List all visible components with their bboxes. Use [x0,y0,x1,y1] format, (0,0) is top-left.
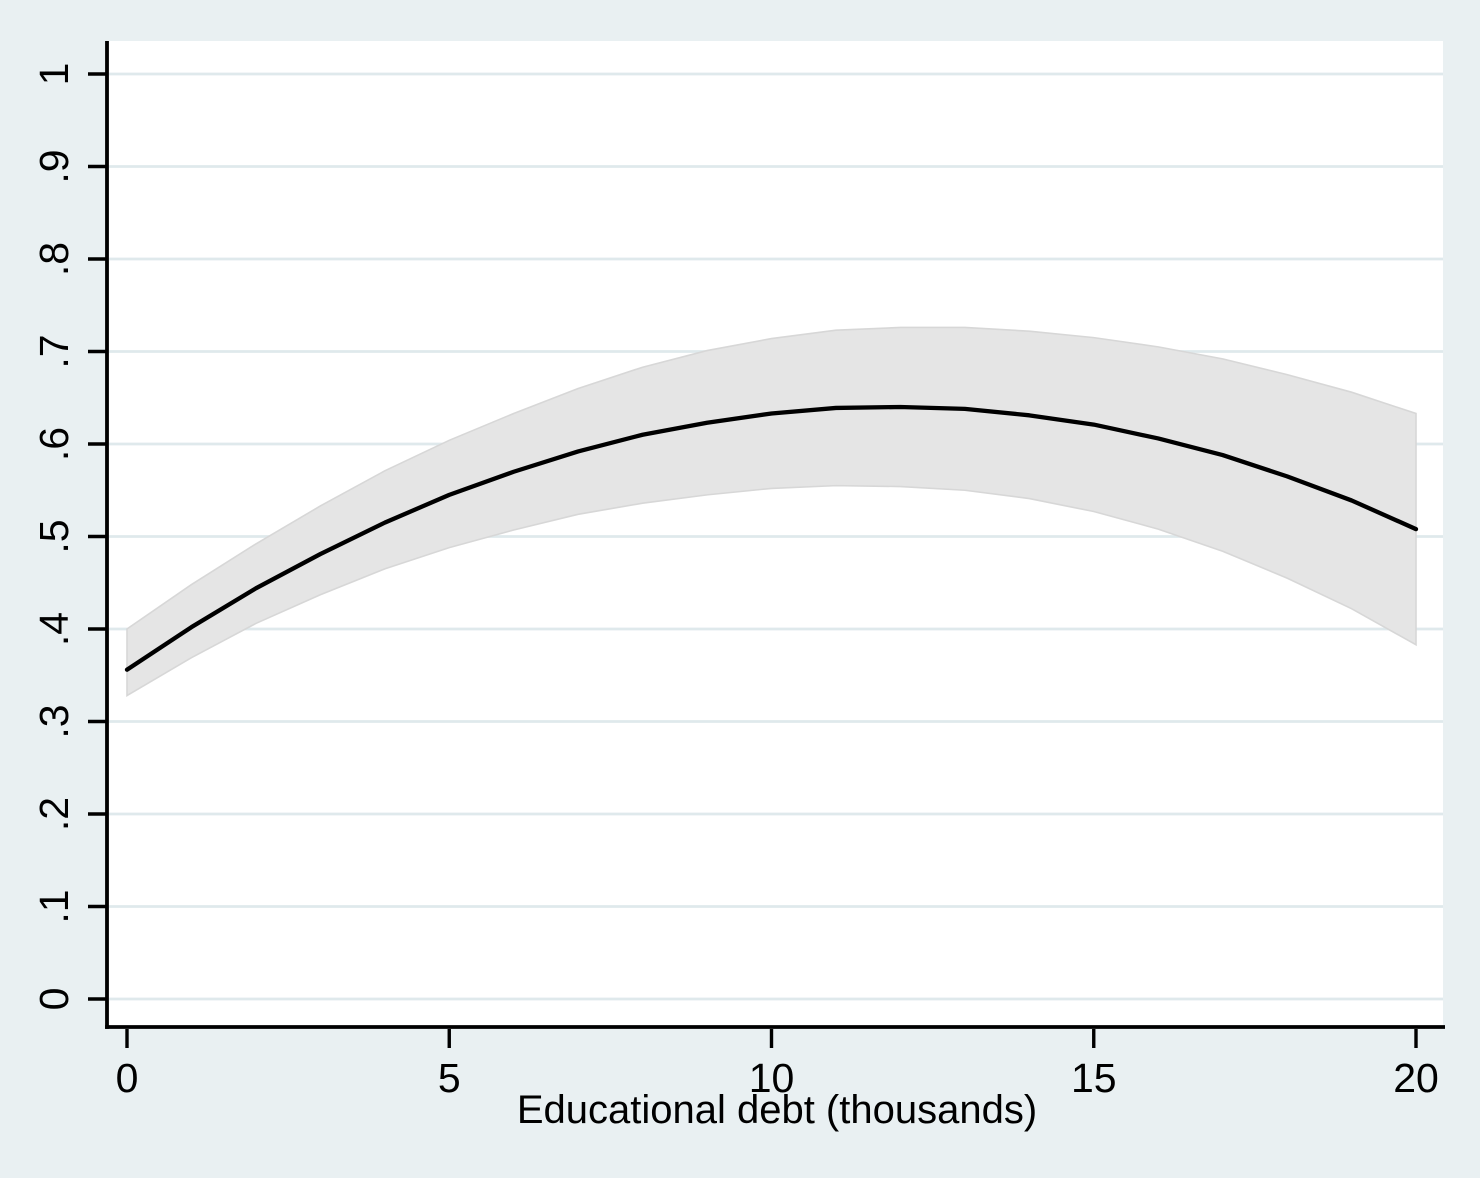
y-tick-label: .1 [31,889,77,923]
y-tick-label: .8 [31,242,77,276]
y-tick-label: .9 [31,149,77,183]
x-tick-label: 10 [749,1055,795,1101]
y-tick-label: .4 [31,612,77,646]
predicted-probability-line [124,404,1419,672]
y-tick-label: .6 [31,427,77,461]
y-tick-label: .5 [31,519,77,553]
y-tick-label: 0 [31,988,77,1011]
x-tick-label: 5 [438,1055,461,1101]
y-tick-label: .2 [31,797,77,831]
confidence-interval-band [126,326,1417,697]
y-tick-label: .3 [31,704,77,738]
x-tick-label: 15 [1071,1055,1117,1101]
x-tick-label: 0 [116,1055,139,1101]
x-axis-title: Educational debt (thousands) [517,1088,1037,1132]
y-tick-label: 1 [31,63,77,86]
x-tick-label: 20 [1393,1055,1439,1101]
y-tick-label: .7 [31,334,77,368]
